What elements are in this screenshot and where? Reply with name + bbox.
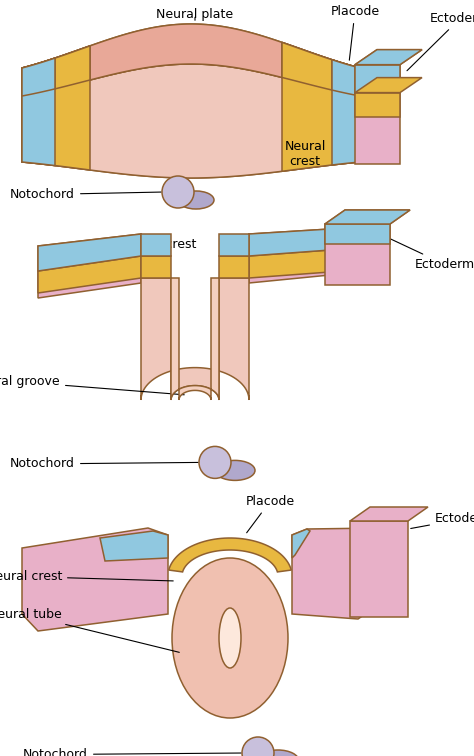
Polygon shape xyxy=(141,278,249,400)
Text: Neural crest: Neural crest xyxy=(120,238,196,265)
Polygon shape xyxy=(38,256,141,293)
Polygon shape xyxy=(249,229,330,256)
Polygon shape xyxy=(332,60,360,96)
Polygon shape xyxy=(350,521,408,617)
Ellipse shape xyxy=(178,191,214,209)
Polygon shape xyxy=(171,278,219,400)
Text: Notochord: Notochord xyxy=(23,748,241,756)
Polygon shape xyxy=(169,538,291,572)
Polygon shape xyxy=(282,42,360,96)
Ellipse shape xyxy=(219,608,241,668)
Polygon shape xyxy=(141,256,171,278)
Polygon shape xyxy=(38,234,141,271)
Polygon shape xyxy=(22,24,360,96)
Polygon shape xyxy=(22,46,90,170)
Ellipse shape xyxy=(215,460,255,480)
Text: Placode: Placode xyxy=(246,495,294,533)
Text: Neural groove: Neural groove xyxy=(0,375,184,395)
Text: Neural plate: Neural plate xyxy=(156,8,234,21)
Polygon shape xyxy=(355,50,422,65)
Polygon shape xyxy=(332,60,360,165)
Polygon shape xyxy=(350,507,428,521)
Polygon shape xyxy=(22,64,360,178)
Polygon shape xyxy=(355,65,400,93)
Circle shape xyxy=(242,737,274,756)
Polygon shape xyxy=(355,93,400,116)
Polygon shape xyxy=(325,224,390,243)
Circle shape xyxy=(162,176,194,208)
Text: Notochord: Notochord xyxy=(10,188,161,201)
Text: Ectoderm: Ectoderm xyxy=(411,512,474,528)
Polygon shape xyxy=(38,234,141,298)
Polygon shape xyxy=(22,58,55,96)
Polygon shape xyxy=(325,224,390,285)
Polygon shape xyxy=(219,256,249,278)
Polygon shape xyxy=(219,234,249,256)
Polygon shape xyxy=(141,234,171,256)
Ellipse shape xyxy=(172,558,288,718)
Text: Ectoderm: Ectoderm xyxy=(407,12,474,71)
Polygon shape xyxy=(249,229,330,283)
Text: Neural
crest: Neural crest xyxy=(284,140,326,168)
Text: Neural tube: Neural tube xyxy=(0,608,179,652)
Polygon shape xyxy=(22,528,168,631)
Polygon shape xyxy=(325,210,410,224)
Polygon shape xyxy=(292,529,310,558)
Polygon shape xyxy=(22,46,90,96)
Polygon shape xyxy=(249,250,330,278)
Text: Neural crest: Neural crest xyxy=(0,570,173,583)
Text: Ectoderm: Ectoderm xyxy=(383,235,474,271)
Polygon shape xyxy=(282,42,360,172)
Polygon shape xyxy=(355,65,400,165)
Text: Notochord: Notochord xyxy=(10,457,198,470)
Circle shape xyxy=(199,446,231,479)
Text: Placode: Placode xyxy=(330,5,380,60)
Polygon shape xyxy=(22,24,360,96)
Ellipse shape xyxy=(257,750,299,756)
Polygon shape xyxy=(355,78,422,93)
Polygon shape xyxy=(355,50,422,65)
Polygon shape xyxy=(100,531,168,561)
Text: Placode: Placode xyxy=(237,238,292,251)
Polygon shape xyxy=(292,528,380,619)
Polygon shape xyxy=(22,58,55,166)
Polygon shape xyxy=(325,210,410,224)
Polygon shape xyxy=(22,64,360,178)
